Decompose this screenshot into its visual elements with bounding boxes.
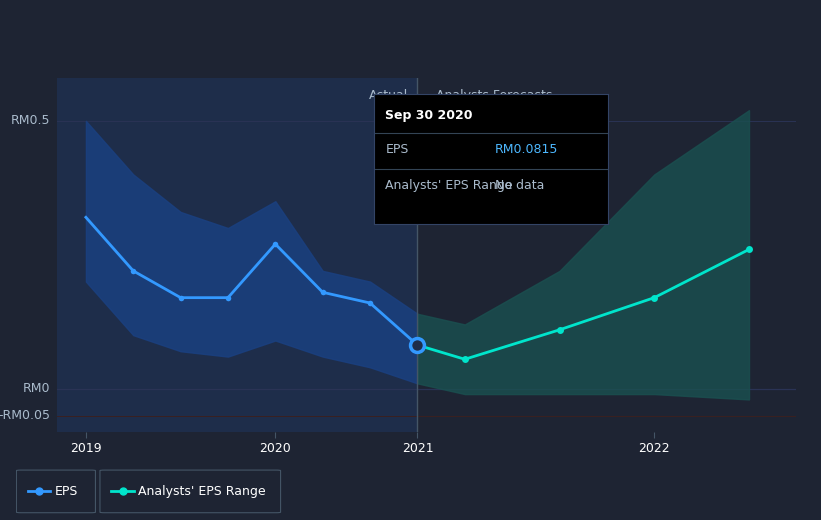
Text: RM0.0815: RM0.0815 bbox=[495, 143, 558, 156]
Text: EPS: EPS bbox=[55, 485, 78, 498]
Text: RM0: RM0 bbox=[23, 382, 51, 395]
Text: No data: No data bbox=[495, 179, 544, 192]
Text: Sep 30 2020: Sep 30 2020 bbox=[385, 109, 473, 122]
Text: EPS: EPS bbox=[385, 143, 409, 156]
Bar bbox=[57, 78, 417, 432]
Text: Analysts' EPS Range: Analysts' EPS Range bbox=[385, 179, 513, 192]
Text: Actual: Actual bbox=[369, 89, 408, 102]
Text: -RM0.05: -RM0.05 bbox=[0, 409, 51, 422]
Text: Analysts Forecasts: Analysts Forecasts bbox=[437, 89, 553, 102]
Text: RM0.5: RM0.5 bbox=[11, 114, 51, 127]
Text: Analysts' EPS Range: Analysts' EPS Range bbox=[139, 485, 266, 498]
Bar bbox=[417, 78, 796, 432]
